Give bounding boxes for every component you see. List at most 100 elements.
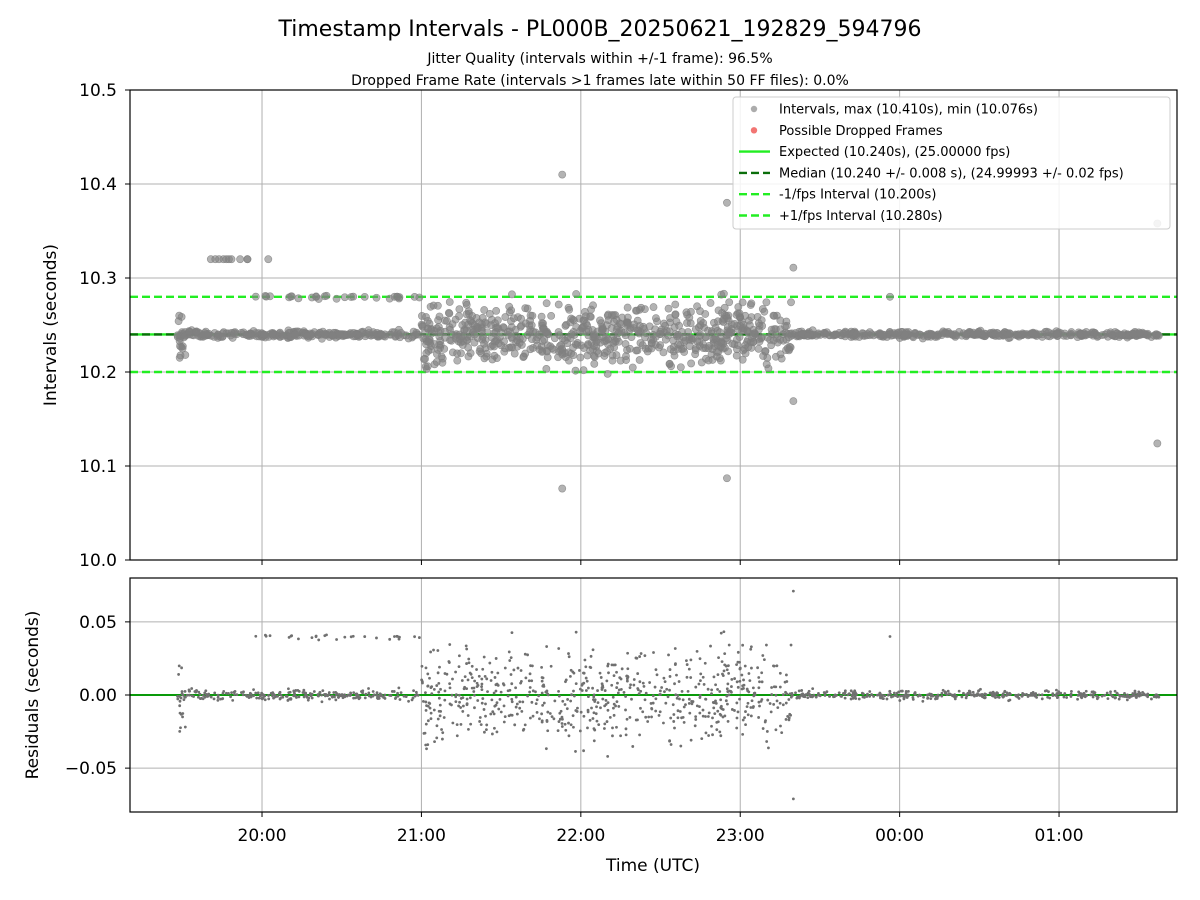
residual-point: [662, 721, 665, 725]
residual-point: [557, 689, 560, 693]
residual-point: [541, 703, 545, 707]
residual-point: [881, 696, 884, 700]
interval-point: [622, 352, 630, 361]
residual-point: [740, 687, 744, 691]
residual-point: [490, 732, 494, 736]
residual-point: [430, 692, 434, 696]
residual-point: [615, 700, 619, 704]
residual-point: [448, 643, 452, 646]
residual-point: [624, 727, 628, 731]
residual-point: [840, 695, 843, 698]
interval-point: [671, 300, 680, 309]
residual-point: [711, 716, 714, 720]
residual-point: [438, 665, 441, 669]
residual-point: [769, 710, 773, 714]
residual-point: [566, 698, 570, 701]
x-tick-label: 21:00: [397, 826, 446, 846]
residual-point: [791, 797, 795, 801]
residual-point: [686, 689, 690, 693]
residual-point: [615, 670, 618, 674]
residual-point: [494, 689, 498, 693]
interval-point: [733, 309, 742, 318]
interval-point: [393, 292, 402, 301]
residual-point: [293, 693, 296, 697]
interval-point: [455, 312, 463, 321]
residual-point: [279, 693, 283, 697]
residual-point: [473, 693, 476, 697]
residual-point: [878, 691, 882, 695]
interval-point: [547, 312, 556, 320]
residual-point: [726, 682, 730, 686]
residual-point: [207, 692, 211, 696]
residual-point: [688, 711, 692, 715]
interval-point: [558, 170, 567, 179]
residual-point: [550, 715, 554, 718]
residual-point: [582, 681, 586, 685]
residual-point: [437, 709, 441, 713]
residual-point: [1095, 697, 1099, 701]
interval-point: [647, 339, 656, 348]
interval-point: [789, 397, 798, 406]
interval-point: [211, 255, 220, 264]
residual-point: [833, 693, 837, 697]
residual-point: [603, 689, 607, 692]
residual-point: [343, 635, 347, 639]
residual-point: [749, 706, 753, 709]
residual-point: [940, 694, 944, 698]
residual-point: [591, 648, 595, 652]
residual-point: [868, 694, 872, 698]
residual-point: [233, 690, 237, 693]
residual-point: [301, 691, 305, 694]
interval-point: [604, 310, 613, 319]
chart-subtitle-dropped: Dropped Frame Rate (intervals >1 frames …: [351, 73, 849, 89]
residual-point: [448, 682, 452, 686]
residual-point: [572, 671, 576, 675]
residual-point: [710, 692, 713, 696]
residual-point: [457, 654, 461, 658]
residual-point: [1114, 696, 1117, 699]
residual-point: [676, 716, 680, 720]
residual-point: [399, 691, 403, 695]
interval-point: [1060, 331, 1068, 340]
residual-point: [241, 693, 245, 697]
residual-point: [424, 691, 427, 695]
residual-point: [510, 713, 514, 717]
residual-point: [460, 679, 464, 682]
residual-point: [510, 631, 514, 635]
residual-point: [572, 725, 575, 729]
residual-point: [261, 696, 265, 700]
residual-point: [466, 678, 470, 682]
interval-point: [485, 309, 494, 318]
residual-point: [388, 693, 392, 697]
residual-point: [741, 718, 745, 722]
residual-point: [658, 710, 662, 714]
residual-point: [790, 691, 794, 695]
residual-point: [735, 663, 738, 667]
residual-point: [865, 695, 869, 698]
residual-point: [719, 698, 723, 702]
residual-point: [684, 703, 687, 707]
residual-point: [249, 693, 253, 696]
residual-point: [496, 683, 500, 687]
residual-point: [574, 630, 578, 634]
residual-point: [719, 734, 723, 738]
interval-point: [445, 309, 454, 318]
interval-point: [397, 328, 405, 337]
residual-point: [746, 701, 750, 705]
residual-point: [464, 644, 468, 648]
residual-point: [470, 676, 474, 680]
residual-point: [181, 712, 185, 715]
residual-point: [467, 727, 470, 731]
residual-point: [428, 676, 431, 680]
interval-point: [445, 298, 454, 306]
residual-point: [940, 691, 944, 695]
residual-point: [1082, 691, 1086, 695]
interval-point: [455, 305, 464, 314]
residual-point: [472, 690, 476, 693]
residual-point: [619, 734, 622, 738]
residuals-y-tick-label: −0.05: [65, 759, 117, 779]
residual-point: [766, 698, 770, 702]
interval-point: [699, 319, 708, 327]
residual-point: [1020, 694, 1024, 698]
residual-point: [743, 716, 746, 719]
